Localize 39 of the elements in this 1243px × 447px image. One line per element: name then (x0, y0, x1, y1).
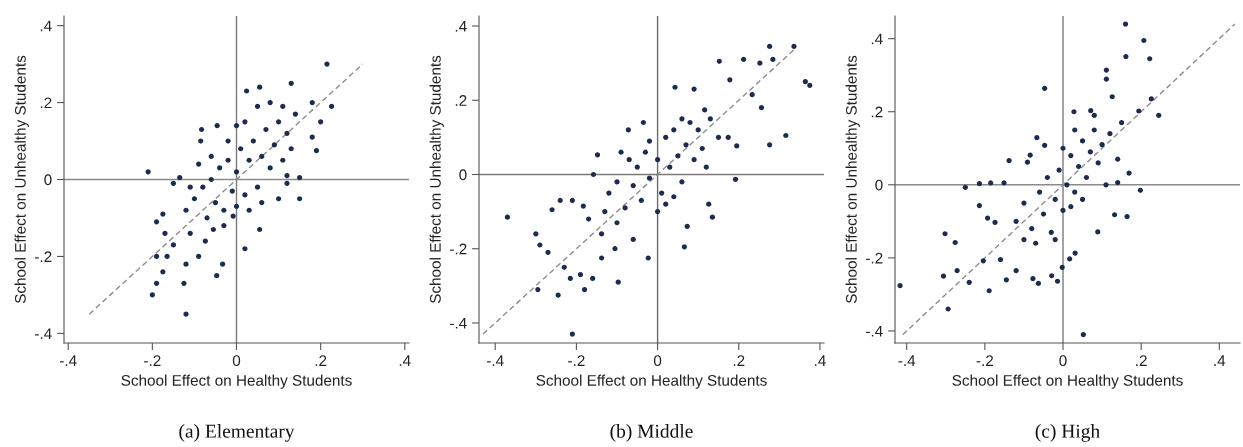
x-tick-label: .4 (814, 355, 826, 366)
x-tick-label: 0 (653, 355, 662, 367)
x-axis-title: School Effect on Healthy Students (952, 374, 1183, 389)
y-tick-label: -.2 (450, 243, 467, 255)
x-tick-label: 0 (232, 355, 241, 367)
y-tick-label: .4 (40, 20, 52, 32)
x-tick-label: .2 (733, 355, 745, 366)
x-tick-label: -.4 (487, 355, 504, 366)
y-tick-label: .4 (455, 21, 467, 32)
x-tick-label: 0 (1059, 355, 1067, 367)
y-tick-label: .2 (455, 95, 467, 106)
x-tick-label: -.2 (144, 355, 161, 366)
y-axis-title: School Effect on Unhealthy Students (845, 55, 860, 304)
x-tick-label: .4 (1214, 355, 1226, 366)
x-tick-label: .4 (399, 355, 411, 366)
y-tick-label: -.4 (866, 325, 883, 337)
y-tick-label: 0 (459, 169, 467, 181)
x-axis-title: School Effect on Healthy Students (121, 374, 352, 389)
y-tick-label: -.4 (450, 317, 467, 329)
x-tick-label: -.2 (568, 355, 585, 366)
y-tick-label: -.4 (35, 328, 52, 339)
y-tick-label: .4 (871, 33, 883, 45)
x-tick-label: -.2 (976, 355, 994, 366)
y-axis-title: School Effect on Unhealthy Students (429, 55, 444, 304)
y-tick-label: .2 (871, 106, 883, 118)
y-axis-title: School Effect on Unhealthy Students (14, 55, 29, 304)
text: (c) High (1035, 424, 1100, 442)
y-tick-label: .2 (40, 97, 52, 109)
x-tick-label: -.4 (898, 355, 916, 366)
y-tick-label: -.2 (35, 251, 52, 262)
x-axis-title: School Effect on Healthy Students (536, 374, 767, 389)
text: (a) Elementary (179, 424, 295, 442)
text: (b) Middle (610, 424, 693, 442)
x-tick-label: -.4 (59, 355, 77, 366)
y-tick-label: 0 (44, 174, 52, 186)
x-tick-label: .2 (1136, 355, 1147, 366)
x-tick-label: .2 (315, 355, 327, 366)
y-tick-label: 0 (875, 179, 883, 191)
y-tick-label: -.2 (866, 252, 883, 264)
